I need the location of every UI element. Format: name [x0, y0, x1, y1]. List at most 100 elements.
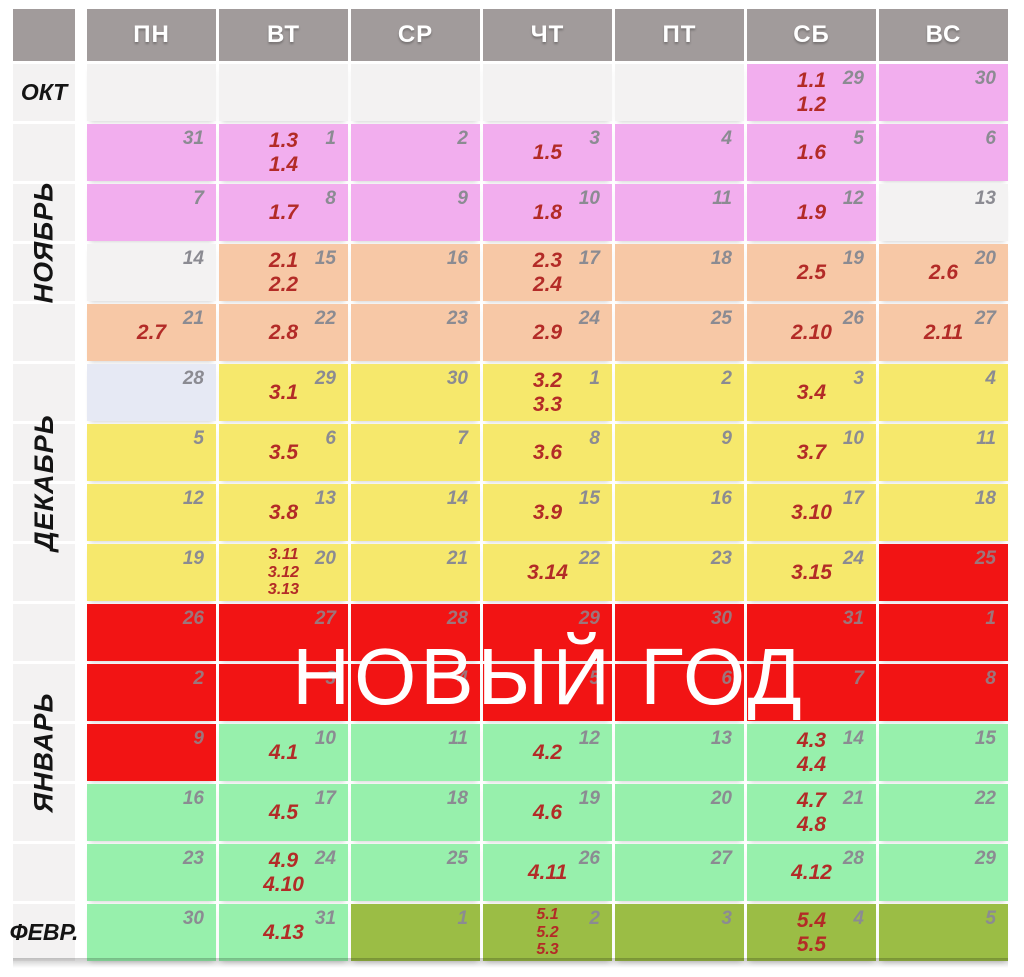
calendar-cell: 15	[879, 724, 1008, 781]
month-column-cell	[13, 424, 84, 481]
lesson-numbers: 2.6	[879, 244, 1008, 301]
calendar-cell: 4.7 4.8 21	[747, 784, 876, 841]
calendar-cell: 11	[351, 724, 480, 781]
calendar-cell: 29	[879, 844, 1008, 901]
lesson-numbers: 4.13	[219, 904, 348, 961]
lesson-number: 3.7	[796, 440, 827, 464]
day-number: 3	[721, 908, 732, 929]
lesson-number: 3.2	[532, 368, 563, 392]
lesson-number: 4.3	[796, 728, 827, 752]
calendar-cell: 28	[351, 604, 480, 661]
lesson-number: 4.1	[268, 740, 299, 764]
calendar-cell: 3.7 10	[747, 424, 876, 481]
calendar-cell: 3	[615, 904, 744, 961]
calendar-cell: 1	[879, 604, 1008, 661]
calendar-cell: 4.11 26	[483, 844, 612, 901]
calendar-cell	[219, 64, 348, 121]
lesson-number: 3.12	[267, 563, 300, 581]
month-label-text: ЯНВАРЬ	[28, 692, 59, 813]
day-number: 5	[589, 668, 600, 689]
calendar-cell: 26	[87, 604, 216, 661]
day-number: 22	[314, 308, 336, 329]
calendar-cell: 13	[879, 184, 1008, 241]
month-column-cell	[13, 904, 84, 961]
lesson-numbers: 4.12	[747, 844, 876, 901]
calendar-cell: 5	[483, 664, 612, 721]
day-number: 9	[193, 728, 204, 749]
lesson-number: 5.5	[796, 932, 827, 956]
calendar-cell: 1.5 3	[483, 124, 612, 181]
lesson-number: 3.5	[268, 440, 299, 464]
day-number: 11	[976, 428, 996, 449]
calendar-cell: 9	[351, 184, 480, 241]
calendar-cell: 5.4 5.5 4	[747, 904, 876, 961]
calendar-cell: 11	[879, 424, 1008, 481]
day-number: 12	[842, 188, 864, 209]
calendar-cell: 16	[87, 784, 216, 841]
calendar-cell: 1.1 1.2 29	[747, 64, 876, 121]
calendar-cell: 4.2 12	[483, 724, 612, 781]
day-number: 20	[314, 548, 336, 569]
calendar-cell: 28	[87, 364, 216, 421]
month-label-1: ОКТ	[13, 64, 75, 121]
lesson-number: 3.8	[268, 500, 299, 524]
lesson-number: 1.9	[796, 200, 827, 224]
calendar-grid: ПН ВТ СР ЧТ ПТ СБ ВС 1.1 1.2 29 30 31 1.3 1.4 1…	[10, 9, 1008, 961]
lesson-number: 2.2	[268, 272, 299, 296]
lesson-numbers: 3.14	[483, 544, 612, 601]
lesson-number: 4.10	[263, 872, 304, 896]
lesson-numbers: 3.15	[747, 544, 876, 601]
lesson-numbers: 4.2	[483, 724, 612, 781]
calendar-cell: 2.5 19	[747, 244, 876, 301]
month-label-2: НОЯБРЬ	[13, 124, 75, 361]
day-number: 7	[193, 188, 204, 209]
header-day-thu: ЧТ	[483, 9, 612, 61]
day-number: 19	[842, 248, 864, 269]
lesson-number: 2.10	[791, 320, 832, 344]
calendar-cell: 3.9 15	[483, 484, 612, 541]
day-number: 10	[314, 728, 336, 749]
new-year-banner: НОВЫЙ ГОД	[292, 631, 806, 721]
calendar-cell: 25	[879, 544, 1008, 601]
lesson-number: 4.9	[268, 848, 299, 872]
day-number: 6	[325, 428, 336, 449]
calendar-cell: 4.5 17	[219, 784, 348, 841]
lesson-numbers: 3.2 3.3	[483, 364, 612, 421]
calendar-cell: 21	[351, 544, 480, 601]
day-number: 30	[974, 68, 996, 89]
day-number: 28	[182, 368, 204, 389]
month-label-text: ОКТ	[20, 79, 68, 105]
day-number: 14	[446, 488, 468, 509]
calendar-cell: 12	[87, 484, 216, 541]
day-number: 27	[974, 308, 996, 329]
day-number: 11	[448, 728, 468, 749]
month-column-cell	[13, 484, 84, 541]
calendar-cell	[483, 64, 612, 121]
day-number: 31	[842, 608, 864, 629]
lesson-number: 2.11	[923, 320, 964, 344]
month-label-text: НОЯБРЬ	[28, 181, 59, 304]
day-number: 3	[853, 368, 864, 389]
day-number: 25	[446, 848, 468, 869]
day-number: 1	[589, 368, 600, 389]
calendar-cell: 27	[219, 604, 348, 661]
lesson-number: 1.2	[796, 92, 827, 116]
day-number: 19	[182, 548, 204, 569]
lesson-number: 2.3	[532, 248, 563, 272]
day-number: 2	[193, 668, 204, 689]
calendar-cell: 25	[351, 844, 480, 901]
calendar-cell: 3.2 3.3 1	[483, 364, 612, 421]
lesson-number: 1.1	[796, 68, 827, 92]
day-number: 22	[974, 788, 996, 809]
calendar-cell: 23	[87, 844, 216, 901]
lesson-number: 1.5	[532, 140, 563, 164]
lesson-number: 5.4	[796, 908, 827, 932]
lesson-number: 4.8	[796, 812, 827, 836]
lesson-numbers: 2.3 2.4	[483, 244, 612, 301]
day-number: 20	[710, 788, 732, 809]
day-number: 31	[182, 128, 204, 149]
day-number: 10	[842, 428, 864, 449]
calendar-cell: 5	[87, 424, 216, 481]
lesson-numbers: 1.9	[747, 184, 876, 241]
calendar-cell: 2	[87, 664, 216, 721]
